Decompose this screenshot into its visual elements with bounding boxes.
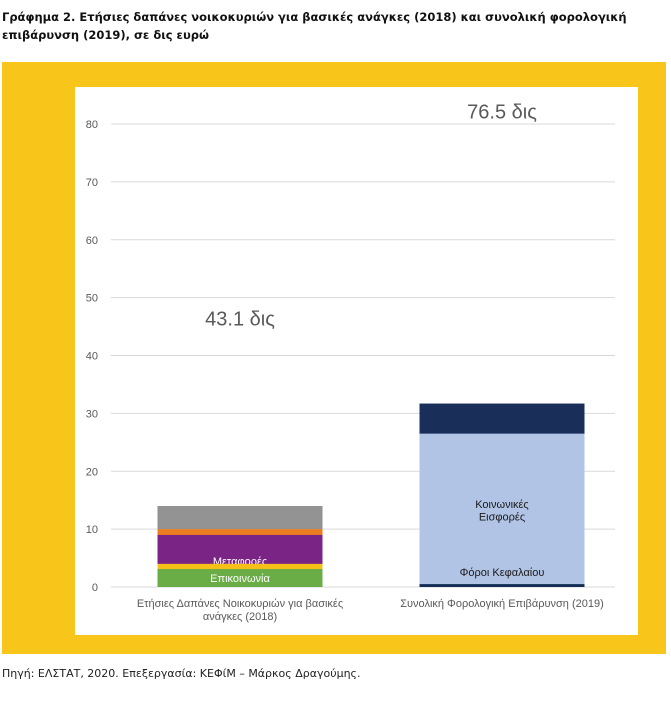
source-note: Πηγή: ΕΛΣΤΑΤ, 2020. Επεξεργασία: ΚΕΦίΜ –…: [2, 667, 361, 680]
x-category-label: Συνολική Φορολογική Επιβάρυνση (2019): [400, 598, 604, 610]
segment-label: Εισφορές: [479, 512, 525, 524]
bar-segment: [419, 584, 585, 587]
x-category-label: ανάγκες (2018): [203, 611, 277, 623]
bar-total-label: 76.5 δις: [467, 101, 537, 123]
x-category-label: Ετήσιες Δαπάνες Νοικοκυριών για βασικές: [137, 598, 343, 610]
y-tick-label: 60: [86, 235, 98, 247]
bar-segment: [419, 433, 585, 587]
y-tick-label: 80: [86, 119, 98, 131]
figure-caption: Γράφημα 2. Ετήσιες δαπάνες νοικοκυριών γ…: [2, 10, 627, 42]
y-tick-label: 50: [86, 293, 98, 305]
y-tick-label: 0: [92, 582, 98, 594]
y-tick-label: 10: [86, 524, 98, 536]
y-tick-label: 70: [86, 177, 98, 189]
segment-label: Φόροι Κεφαλαίου: [460, 567, 545, 579]
y-tick-label: 40: [86, 351, 98, 363]
y-tick-label: 30: [86, 408, 98, 420]
bar-segment: [157, 569, 323, 587]
bar-total-label: 43.1 δις: [205, 309, 275, 331]
stacked-bar-chart: 01020304050607080Είδη διατροφής και μηοι…: [86, 101, 615, 623]
y-tick-label: 20: [86, 466, 98, 478]
segment-label: Κοινωνικές: [475, 499, 529, 511]
segment-label: Επικοινωνία: [210, 573, 270, 585]
chart-plot-area: 01020304050607080Είδη διατροφής και μηοι…: [75, 87, 638, 635]
